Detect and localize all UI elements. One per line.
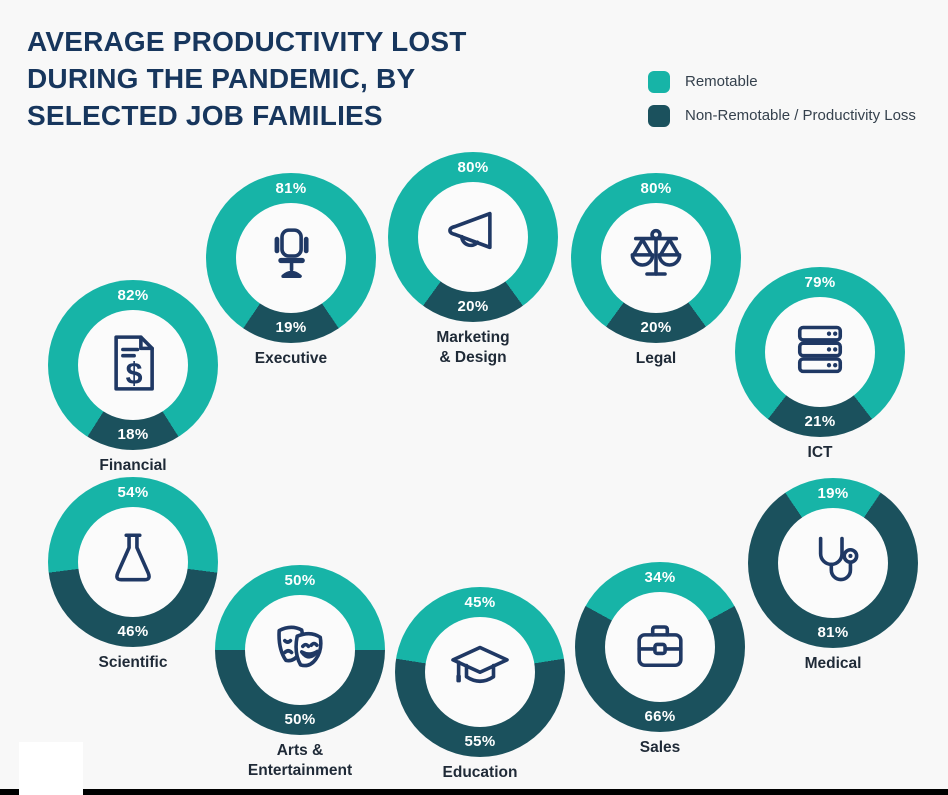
legend-label: Non-Remotable / Productivity Loss	[685, 107, 916, 124]
remotable-percent-label: 81%	[275, 180, 307, 197]
non-remotable-percent-label: 50%	[284, 711, 316, 728]
remotable-percent-label: 79%	[804, 274, 836, 291]
donut-hole	[605, 592, 715, 702]
remotable-percent-label: 19%	[817, 485, 849, 502]
non-remotable-percent-label: 20%	[457, 298, 489, 315]
non-remotable-percent-label: 55%	[464, 733, 496, 750]
donut-hole	[418, 182, 528, 292]
donut-hole	[236, 203, 346, 313]
donut-hole	[765, 297, 875, 407]
family-label: Sales	[639, 739, 681, 756]
remotable-percent-label: 50%	[284, 572, 316, 589]
theater-masks-icon	[264, 612, 336, 689]
family-label: Scientific	[98, 654, 168, 671]
job-family-donut: 81% 19% Executive	[206, 173, 376, 367]
donut-hole: $	[78, 310, 188, 420]
remotable-percent-label: 34%	[644, 569, 676, 586]
invoice-icon: $	[97, 327, 169, 404]
stethoscope-icon	[797, 525, 869, 602]
family-label: Education	[442, 764, 518, 781]
remotable-percent-label: 54%	[117, 484, 149, 501]
family-label: Arts & Entertainment	[247, 742, 353, 779]
non-remotable-percent-label: 46%	[117, 623, 149, 640]
white-overlay-box	[19, 742, 83, 795]
office-chair-icon	[255, 220, 327, 297]
job-family-donut: 80% 20% Legal	[571, 173, 741, 367]
remotable-percent-label: 80%	[457, 159, 489, 176]
legend-label: Remotable	[685, 73, 758, 90]
svg-text:$: $	[126, 357, 143, 390]
family-label: Medical	[804, 655, 862, 672]
non-remotable-percent-label: 19%	[275, 319, 307, 336]
bottom-black-bar	[0, 789, 948, 795]
job-family-donut: 54% 46% Scientific	[48, 477, 218, 671]
flask-icon	[97, 524, 169, 601]
family-label: Financial	[99, 457, 167, 474]
family-label: Legal	[635, 350, 677, 367]
non-remotable-swatch	[648, 104, 670, 127]
non-remotable-percent-label: 20%	[640, 319, 672, 336]
family-label: Marketing & Design	[436, 329, 510, 366]
job-family-donut: 80% 20% Marketing & Design	[388, 152, 558, 366]
donut-hole	[425, 617, 535, 727]
remotable-percent-label: 45%	[464, 594, 496, 611]
donut-hole	[778, 508, 888, 618]
legend-item-non-remotable: Non-Remotable / Productivity Loss	[648, 104, 916, 127]
graduation-cap-icon	[444, 634, 516, 711]
non-remotable-percent-label: 18%	[117, 426, 149, 443]
donut-hole	[245, 595, 355, 705]
briefcase-icon	[624, 609, 696, 686]
scales-icon	[620, 220, 692, 297]
remotable-percent-label: 82%	[117, 287, 149, 304]
remotable-swatch	[648, 70, 670, 93]
page-title: AVERAGE PRODUCTIVITY LOST DURING THE PAN…	[27, 25, 467, 131]
donut-hole	[601, 203, 711, 313]
server-icon	[784, 314, 856, 391]
non-remotable-percent-label: 66%	[644, 708, 676, 725]
family-label: Executive	[254, 350, 328, 367]
remotable-percent-label: 80%	[640, 180, 672, 197]
donut-hole	[78, 507, 188, 617]
job-family-donut: 19% 81% Medical	[748, 478, 918, 672]
megaphone-icon	[437, 199, 509, 276]
non-remotable-percent-label: 21%	[804, 413, 836, 430]
job-family-donut: $ 82% 18% Financial	[48, 280, 218, 474]
job-family-donut: 45% 55% Education	[395, 587, 565, 781]
job-family-donut: 50% 50% Arts & Entertainment	[215, 565, 385, 779]
job-family-donut: 34% 66% Sales	[575, 562, 745, 756]
legend-item-remotable: Remotable	[648, 70, 916, 93]
non-remotable-percent-label: 81%	[817, 624, 849, 641]
family-label: ICT	[807, 444, 833, 461]
job-family-donut: 79% 21% ICT	[735, 267, 905, 461]
legend: Remotable Non-Remotable / Productivity L…	[648, 70, 916, 138]
